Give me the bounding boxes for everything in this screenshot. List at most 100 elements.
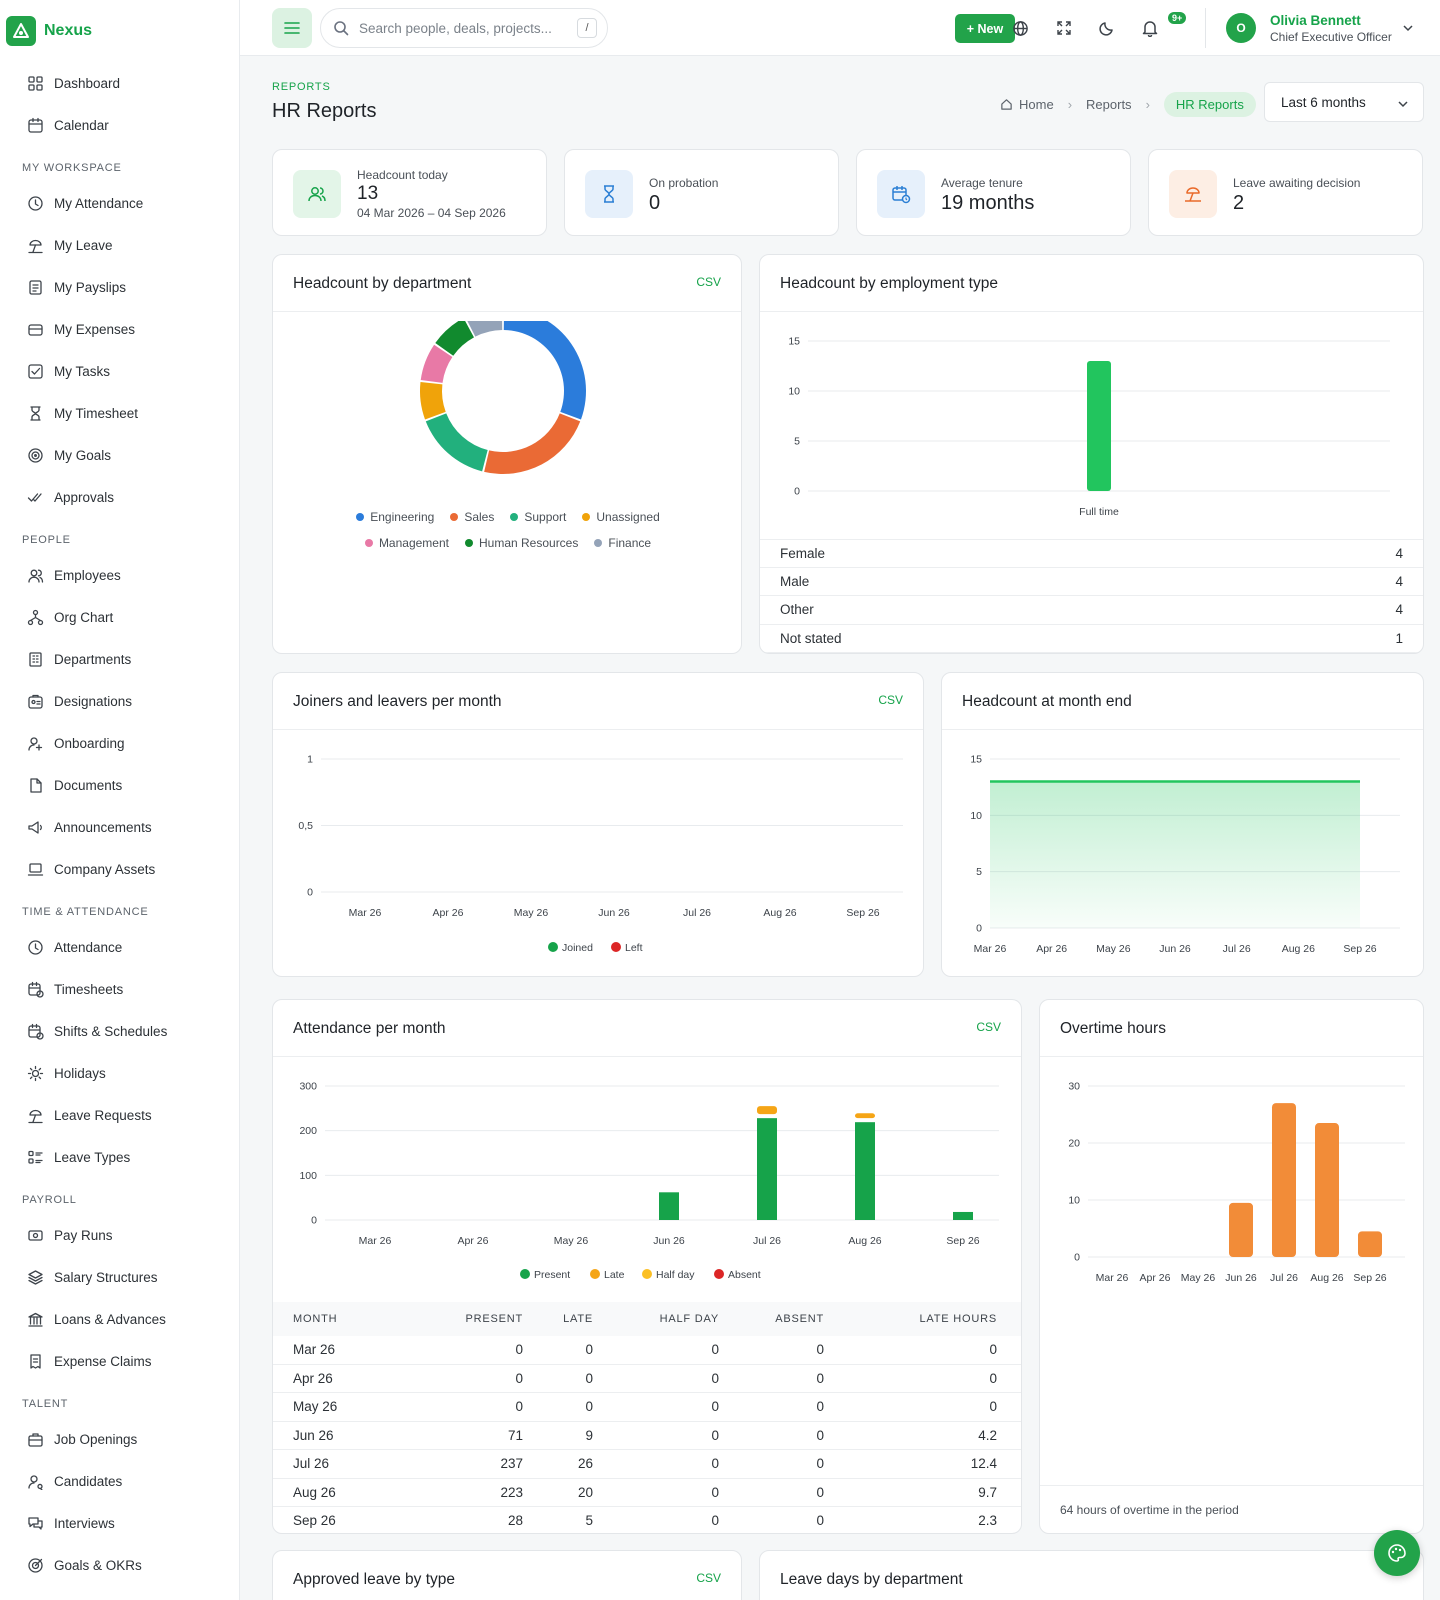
sidebar-item-holidays[interactable]: Holidays — [0, 1052, 239, 1094]
receipt-icon — [30, 1353, 41, 1369]
x-tick-label: Jul 26 — [1223, 943, 1251, 955]
legend-item-management[interactable]: Management — [364, 536, 449, 550]
sidebar-item-label: Onboarding — [54, 735, 125, 751]
sidebar-item-shifts-and-schedules[interactable]: Shifts & Schedules — [0, 1010, 239, 1052]
cell-absent: 0 — [816, 1513, 824, 1528]
language-icon[interactable] — [1008, 16, 1032, 40]
csv-download-link[interactable]: CSV — [696, 275, 721, 289]
sidebar-item-my-leave[interactable]: My Leave — [0, 224, 239, 266]
period-select[interactable]: Last 6 months — [1264, 82, 1424, 122]
legend-item-human-resources[interactable]: Human Resources — [464, 536, 578, 550]
x-tick-label: Aug 26 — [763, 907, 796, 919]
sidebar-item-label: Employees — [54, 567, 121, 583]
sidebar-item-my-payslips[interactable]: My Payslips — [0, 266, 239, 308]
card-approved-leave-by-type: Approved leave by type CSV — [272, 1550, 742, 1600]
notification-bell-icon[interactable] — [1138, 16, 1162, 40]
search-placeholder: Search people, deals, projects... — [359, 20, 552, 36]
global-search-input[interactable]: Search people, deals, projects... / — [320, 8, 608, 48]
sidebar-item-my-timesheet[interactable]: My Timesheet — [0, 392, 239, 434]
notification-badge: 9+ — [1168, 12, 1187, 24]
x-tick-label: Jun 26 — [1225, 1272, 1257, 1284]
sidebar-item-my-attendance[interactable]: My Attendance — [0, 182, 239, 224]
sidebar-section-title: TALENT — [22, 1398, 69, 1410]
megaphone-icon — [28, 820, 42, 834]
menu-toggle-button[interactable] — [272, 8, 312, 48]
x-tick-label: Sep 26 — [1343, 943, 1376, 955]
table-row: Other 4 — [760, 596, 1423, 625]
sidebar-item-my-goals[interactable]: My Goals — [0, 434, 239, 476]
sidebar-item-label: Designations — [54, 693, 133, 709]
y-tick-label: 5 — [794, 436, 800, 448]
sidebar-item-timesheets[interactable]: Timesheets — [0, 968, 239, 1010]
sidebar-item-calendar[interactable]: Calendar — [0, 104, 239, 146]
sidebar-item-leave-requests[interactable]: Leave Requests — [0, 1094, 239, 1136]
y-tick-label: 10 — [1068, 1195, 1080, 1207]
user-menu-chevron-icon[interactable] — [1396, 16, 1420, 40]
sidebar-item-my-tasks[interactable]: My Tasks — [0, 350, 239, 392]
legend-item-unassigned[interactable]: Unassigned — [582, 510, 660, 524]
calendar-clock-icon — [877, 170, 925, 218]
breadcrumb-reports[interactable]: Reports — [1086, 97, 1132, 112]
csv-download-link[interactable]: CSV — [976, 1020, 1001, 1034]
sidebar-item-loans-and-advances[interactable]: Loans & Advances — [0, 1298, 239, 1340]
x-tick-label: Apr 26 — [458, 1235, 489, 1247]
legend-item-finance[interactable]: Finance — [594, 536, 651, 550]
gender-count: 4 — [1395, 545, 1403, 561]
sidebar-item-onboarding[interactable]: Onboarding — [0, 722, 239, 764]
gender-label: Not stated — [780, 630, 842, 646]
x-tick-label: Mar 26 — [349, 907, 382, 919]
csv-download-link[interactable]: CSV — [696, 1571, 721, 1585]
x-tick-label: Aug 26 — [848, 1235, 881, 1247]
cell-month: Mar 26 — [293, 1342, 336, 1357]
card-title: Headcount by employment type — [780, 275, 998, 292]
sidebar-item-candidates[interactable]: Candidates — [0, 1460, 239, 1502]
user-name[interactable]: Olivia Bennett — [1270, 13, 1361, 28]
cell-absent: 0 — [816, 1370, 824, 1386]
csv-download-link[interactable]: CSV — [878, 693, 903, 707]
sidebar-section-title: MY WORKSPACE — [22, 162, 122, 174]
breadcrumb-home[interactable]: Home — [1019, 97, 1054, 112]
fullscreen-icon[interactable] — [1052, 16, 1076, 40]
legend-swatch-present — [520, 1269, 530, 1279]
app-logo[interactable]: Nexus — [0, 0, 239, 62]
sidebar-item-announcements[interactable]: Announcements — [0, 806, 239, 848]
kpi-probation: On probation 0 — [564, 149, 839, 236]
sidebar-item-salary-structures[interactable]: Salary Structures — [0, 1256, 239, 1298]
theme-customizer-button[interactable] — [1374, 1530, 1420, 1576]
employment-type-bar-chart: 0 5 10 15 Full time — [788, 336, 1390, 518]
y-tick-label: 0,5 — [298, 820, 313, 832]
dark-mode-icon[interactable] — [1095, 16, 1119, 40]
legend-item-support[interactable]: Support — [510, 510, 566, 524]
sidebar-item-approvals[interactable]: Approvals — [0, 476, 239, 518]
sidebar-item-company-assets[interactable]: Company Assets — [0, 848, 239, 890]
sidebar-item-job-openings[interactable]: Job Openings — [0, 1418, 239, 1460]
gender-table: Female 4 Male 4 Other 4 Not stated 1 — [760, 539, 1423, 653]
sidebar-item-designations[interactable]: Designations — [0, 680, 239, 722]
chat-icon — [28, 1516, 43, 1530]
sidebar-item-my-expenses[interactable]: My Expenses — [0, 308, 239, 350]
kpi-value: 19 months — [941, 192, 1035, 214]
y-tick-label: 0 — [976, 923, 982, 935]
users-icon — [28, 569, 44, 583]
briefcase-icon — [28, 1432, 43, 1447]
sidebar-item-dashboard[interactable]: Dashboard — [0, 62, 239, 104]
sidebar-item-pay-runs[interactable]: Pay Runs — [0, 1214, 239, 1256]
sidebar-item-org-chart[interactable]: Org Chart — [0, 596, 239, 638]
legend-swatch — [364, 539, 373, 547]
user-avatar[interactable]: O — [1226, 13, 1256, 43]
new-button[interactable]: + New — [955, 14, 1015, 43]
sidebar-item-employees[interactable]: Employees — [0, 554, 239, 596]
sidebar-item-goals-and-okrs[interactable]: Goals & OKRs — [0, 1544, 239, 1586]
legend-item-engineering[interactable]: Engineering — [356, 510, 434, 524]
legend-item-sales[interactable]: Sales — [450, 510, 494, 524]
x-tick-label: May 26 — [1181, 1272, 1216, 1284]
y-tick-label: 20 — [1068, 1138, 1080, 1150]
sidebar-item-departments[interactable]: Departments — [0, 638, 239, 680]
kpi-value: 0 — [649, 192, 661, 214]
sidebar-item-interviews[interactable]: Interviews — [0, 1502, 239, 1544]
sidebar-item-leave-types[interactable]: Leave Types — [0, 1136, 239, 1178]
sidebar-item-documents[interactable]: Documents — [0, 764, 239, 806]
sidebar-item-expense-claims[interactable]: Expense Claims — [0, 1340, 239, 1382]
sidebar-item-attendance[interactable]: Attendance — [0, 926, 239, 968]
card-headcount-by-employment-type: Headcount by employment type 0 5 10 15 Full … — [759, 254, 1424, 654]
